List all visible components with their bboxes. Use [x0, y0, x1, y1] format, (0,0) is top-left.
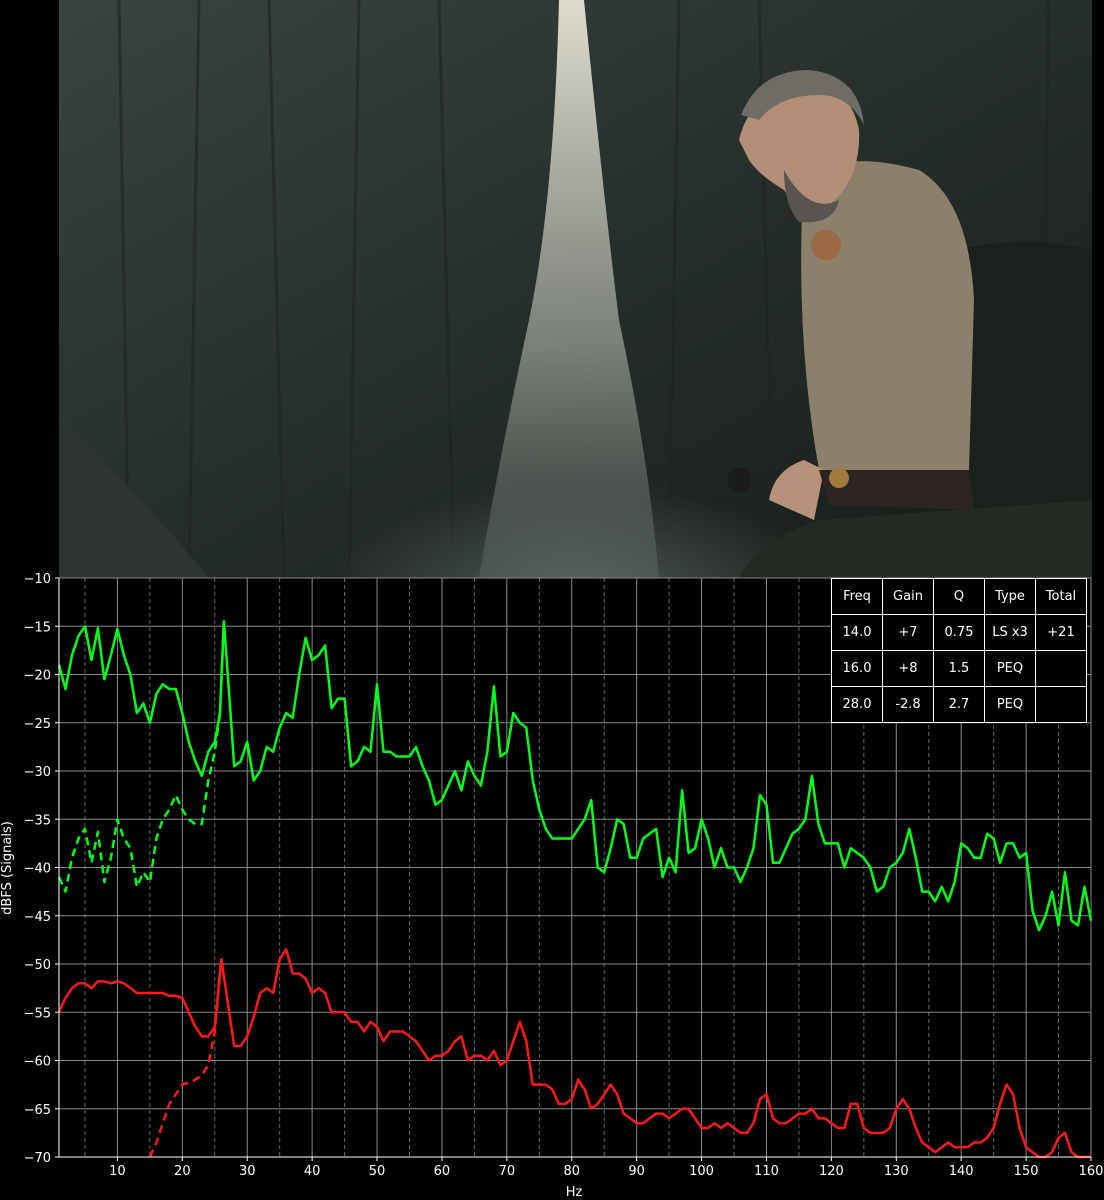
y-tick-label: −50	[24, 958, 51, 973]
x-tick-label: 140	[949, 1164, 974, 1179]
table-header-cell: Gain	[882, 578, 934, 615]
y-tick-label: −20	[24, 669, 51, 684]
y-tick-label: −15	[24, 620, 51, 635]
series-layer	[57, 620, 1093, 1159]
table-cell: +21	[1035, 614, 1087, 651]
x-tick-label: 120	[819, 1164, 844, 1179]
x-tick-label: 30	[239, 1164, 256, 1179]
table-cell: PEQ	[984, 686, 1036, 723]
eq-filter-table: Freq Gain Q Type Total 14.0 +7 0.75 LS x…	[831, 578, 1087, 723]
y-tick-label: −45	[24, 910, 51, 925]
x-tick-label: 130	[884, 1164, 909, 1179]
x-tick-label: 80	[563, 1164, 580, 1179]
table-cell: -2.8	[882, 686, 934, 723]
table-cell: PEQ	[984, 650, 1036, 687]
y-tick-label: −30	[24, 765, 51, 780]
y-tick-label: −40	[24, 862, 51, 877]
table-row: 28.0 -2.8 2.7 PEQ	[831, 686, 1087, 723]
table-cell	[1035, 650, 1087, 687]
table-header-cell: Q	[933, 578, 985, 615]
y-axis-title: dBFS (Signals)	[0, 821, 15, 915]
x-tick-label: 160	[1079, 1164, 1104, 1179]
series-line-solid	[57, 620, 1093, 932]
y-tick-label: −65	[24, 1103, 51, 1118]
table-cell	[1035, 686, 1087, 723]
grid	[59, 577, 1092, 1158]
x-tick-label: 50	[369, 1164, 386, 1179]
table-row: 14.0 +7 0.75 LS x3 +21	[831, 614, 1087, 651]
x-tick-label: 60	[434, 1164, 451, 1179]
x-tick-label: 100	[689, 1164, 714, 1179]
x-tick-label: 110	[754, 1164, 779, 1179]
table-header-cell: Total	[1035, 578, 1087, 615]
y-tick-label: −25	[24, 717, 51, 732]
table-cell: 0.75	[933, 614, 985, 651]
table-header-cell: Type	[984, 578, 1036, 615]
series-line-solid	[57, 948, 1091, 1159]
x-tick-label: 150	[1014, 1164, 1039, 1179]
y-tick-label: −55	[24, 1006, 51, 1021]
series-line-dashed	[57, 621, 226, 893]
x-tick-label: 40	[304, 1164, 321, 1179]
table-cell: +8	[882, 650, 934, 687]
table-cell: +7	[882, 614, 934, 651]
x-tick-label: 10	[109, 1164, 126, 1179]
table-cell: 28.0	[831, 686, 883, 723]
table-cell: 14.0	[831, 614, 883, 651]
movie-poster-image	[59, 0, 1092, 578]
table-header-row: Freq Gain Q Type Total	[831, 578, 1087, 615]
axes: 10 20 30 40 50 60 70 80 90 100 110 120 130 140 150 160 −…	[24, 572, 1104, 1179]
table-header-cell: Freq	[831, 578, 883, 615]
x-tick-label: 70	[499, 1164, 516, 1179]
y-tick-label: −70	[24, 1151, 51, 1166]
table-row: 16.0 +8 1.5 PEQ	[831, 650, 1087, 687]
table-cell: 1.5	[933, 650, 985, 687]
y-tick-label: −35	[24, 813, 51, 828]
x-axis-title: Hz	[566, 1185, 583, 1200]
table-cell: 16.0	[831, 650, 883, 687]
table-cell: LS x3	[984, 614, 1036, 651]
series-line-dashed	[148, 959, 223, 1158]
table-cell: 2.7	[933, 686, 985, 723]
y-tick-label: −60	[24, 1055, 51, 1070]
x-tick-label: 20	[174, 1164, 191, 1179]
y-tick-label: −10	[24, 572, 51, 587]
x-tick-label: 90	[628, 1164, 645, 1179]
